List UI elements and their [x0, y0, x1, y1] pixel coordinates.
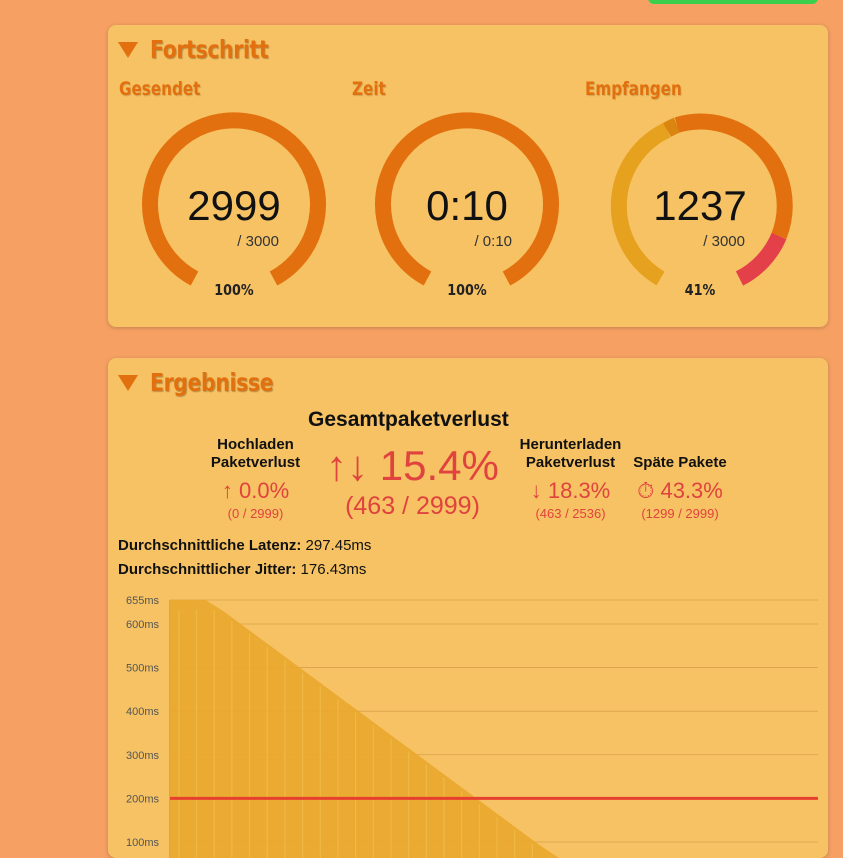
- progress-title: Fortschritt: [150, 35, 269, 64]
- avg-jitter: Durchschnittlicher Jitter: 176.43ms: [118, 561, 366, 578]
- gauge-ring-time: [375, 112, 559, 286]
- upload-loss-value-row: ↑ 0.0%: [188, 478, 323, 504]
- gauge-label: Gesendet: [119, 78, 201, 100]
- gauge-time: Zeit 0:10 / 0:10 100%: [341, 78, 561, 318]
- y-tick-label: 400ms: [126, 706, 160, 718]
- collapse-triangle-icon: [118, 374, 138, 391]
- y-tick-label: 600ms: [126, 619, 160, 631]
- late-packets: Späte Pakete ⏱ 43.3% (1299 / 2999): [623, 454, 737, 521]
- results-panel: Ergebnisse Gesamtpaketverlust Hochladen …: [108, 358, 828, 858]
- gauge-percent: 100%: [447, 281, 487, 299]
- total-loss-value-row: ↑↓ 15.4%: [320, 442, 505, 490]
- upload-loss-label-1: Hochladen: [217, 436, 294, 453]
- up-down-arrows-icon: ↑↓: [326, 442, 369, 489]
- gauge-label: Empfangen: [585, 78, 682, 100]
- gauge-percent: 100%: [214, 281, 254, 299]
- late-packets-detail: (1299 / 2999): [641, 506, 719, 521]
- y-tick-label: 200ms: [126, 793, 160, 805]
- gauge-value: 0:10: [426, 182, 508, 229]
- avg-jitter-label: Durchschnittlicher Jitter:: [118, 561, 297, 578]
- upload-loss-label-2: Paketverlust: [210, 454, 301, 471]
- avg-latency: Durchschnittliche Latenz: 297.45ms: [118, 537, 371, 554]
- avg-latency-value: 297.45ms: [305, 537, 372, 554]
- upload-loss: Hochladen Paketverlust ↑ 0.0% (0 / 2999): [188, 436, 323, 521]
- gauge-total: / 0:10: [474, 233, 512, 250]
- download-loss-label-2: Paketverlust: [525, 454, 616, 471]
- gauge-sent: Gesendet 2999 / 3000 100%: [108, 78, 328, 318]
- progress-panel-header[interactable]: Fortschritt: [118, 35, 294, 64]
- download-loss: Herunterladen Paketverlust ↓ 18.3% (463 …: [508, 436, 633, 521]
- y-tick-label: 500ms: [126, 663, 160, 675]
- late-packets-value: 43.3%: [660, 478, 723, 503]
- download-loss-value-row: ↓ 18.3%: [508, 478, 633, 504]
- gauge-total: / 3000: [703, 233, 745, 250]
- y-tick-label: 300ms: [126, 750, 160, 762]
- arrow-up-icon: ↑: [221, 478, 233, 503]
- gauge-received: Empfangen 1237 / 3000 41%: [574, 78, 794, 318]
- download-loss-value: 18.3%: [547, 478, 611, 503]
- download-loss-detail: (463 / 2536): [535, 506, 606, 521]
- gauge-ring-sent: [142, 112, 326, 286]
- download-loss-label-1: Herunterladen: [519, 436, 622, 453]
- late-packets-label: Späte Pakete: [633, 454, 727, 471]
- gauge-label: Zeit: [352, 78, 386, 100]
- gauge-percent: 41%: [684, 281, 716, 299]
- avg-latency-label: Durchschnittliche Latenz:: [118, 537, 302, 554]
- total-loss-value: 15.4%: [379, 442, 499, 489]
- total-loss-title: Gesamtpaketverlust: [308, 408, 509, 431]
- upload-loss-value: 0.0%: [238, 478, 290, 503]
- gauge-ring-received: [610, 113, 793, 286]
- latency-area-series: [170, 600, 718, 858]
- progress-panel: Fortschritt Gesendet 2999 / 3000 100% Ze…: [108, 25, 828, 327]
- upload-loss-detail: (0 / 2999): [227, 506, 284, 521]
- avg-jitter-value: 176.43ms: [300, 561, 367, 578]
- collapse-triangle-icon: [118, 41, 138, 58]
- start-button[interactable]: [648, 0, 818, 4]
- late-packets-value-row: ⏱ 43.3%: [623, 478, 737, 504]
- total-loss: ↑↓ 15.4% (463 / 2999): [320, 442, 505, 521]
- arrow-down-icon: ↓: [530, 478, 542, 503]
- gauge-total: / 3000: [237, 233, 279, 250]
- results-panel-header[interactable]: Ergebnisse: [118, 368, 300, 397]
- results-title: Ergebnisse: [150, 368, 274, 397]
- y-tick-label: 655ms: [126, 595, 160, 607]
- total-loss-detail: (463 / 2999): [345, 492, 480, 520]
- gauge-value: 1237: [653, 182, 747, 229]
- stopwatch-icon: ⏱: [637, 478, 655, 503]
- gauge-value: 2999: [187, 182, 281, 229]
